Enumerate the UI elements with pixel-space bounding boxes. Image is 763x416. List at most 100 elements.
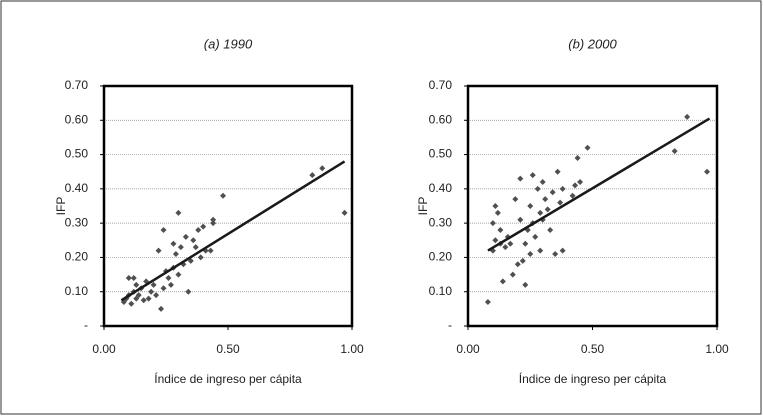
point	[557, 199, 564, 206]
point	[165, 275, 172, 281]
point	[210, 220, 217, 227]
point	[527, 203, 534, 209]
y-tick-label: 0.70	[429, 78, 453, 92]
y-tick-label: 0.40	[65, 181, 89, 195]
point	[207, 247, 214, 254]
x-axis-label: Índice de ingreso per cápita	[154, 371, 302, 386]
point	[150, 281, 157, 288]
x-tick-label: 1.00	[340, 342, 364, 356]
y-tick-label: 0.10	[429, 284, 453, 298]
y-tick-label: 0.50	[429, 147, 453, 161]
point	[542, 196, 549, 203]
point	[135, 292, 142, 299]
x-tick-label: 0.00	[92, 342, 116, 356]
point	[197, 254, 204, 261]
point	[492, 203, 499, 209]
point	[145, 295, 152, 302]
y-tick-label: -	[448, 318, 452, 332]
y-tick-label: 0.40	[429, 181, 453, 195]
point	[140, 297, 147, 304]
point	[559, 185, 566, 192]
point	[512, 196, 519, 203]
y-axis-label: IFP	[54, 197, 68, 216]
point	[552, 251, 559, 257]
point	[684, 113, 691, 120]
point	[170, 240, 177, 247]
point	[532, 233, 539, 240]
point	[704, 168, 711, 175]
x-tick-label: 0.00	[456, 342, 480, 356]
point	[544, 206, 551, 213]
point	[534, 185, 541, 192]
point	[155, 247, 162, 254]
point	[148, 288, 155, 295]
point	[319, 165, 326, 172]
point	[160, 285, 167, 292]
y-tick-label: 0.60	[429, 112, 453, 126]
point	[309, 172, 316, 179]
y-tick-label: -	[84, 318, 88, 332]
point	[494, 209, 501, 216]
point	[210, 216, 217, 223]
point	[153, 292, 160, 299]
point	[509, 271, 516, 278]
point	[547, 227, 554, 233]
point	[537, 209, 544, 216]
point	[559, 247, 566, 254]
x-tick-label: 0.50	[216, 342, 240, 356]
point	[514, 261, 521, 268]
point	[341, 209, 348, 216]
point	[574, 155, 581, 161]
y-tick-label: 0.20	[65, 250, 89, 264]
point	[185, 288, 192, 295]
point	[167, 281, 174, 288]
point	[128, 300, 135, 307]
point	[522, 281, 529, 288]
point	[192, 244, 199, 251]
y-tick-label: 0.20	[429, 250, 453, 264]
point	[492, 237, 499, 244]
point	[577, 179, 584, 185]
y-tick-label: 0.10	[65, 284, 89, 298]
point	[489, 220, 496, 227]
point	[572, 182, 579, 189]
point	[177, 244, 184, 251]
point	[671, 148, 678, 155]
point	[499, 278, 506, 285]
y-tick-label: 0.70	[65, 78, 89, 92]
x-axis-label: Índice de ingreso per cápita	[519, 371, 667, 386]
point	[484, 299, 491, 305]
point	[554, 168, 561, 175]
point	[130, 275, 137, 281]
point	[220, 192, 227, 199]
trend-line	[120, 160, 346, 302]
y-tick-label: 0.50	[65, 147, 89, 161]
point	[175, 209, 182, 216]
y-tick-label: 0.30	[429, 215, 453, 229]
point	[125, 275, 132, 281]
point	[584, 144, 591, 151]
point	[539, 179, 546, 185]
point	[200, 223, 207, 230]
point	[158, 305, 165, 312]
point	[517, 216, 524, 223]
trend-line	[487, 117, 711, 252]
x-tick-label: 1.00	[705, 342, 729, 356]
point	[522, 240, 529, 247]
point	[133, 281, 140, 288]
point	[497, 227, 504, 233]
point	[172, 251, 179, 257]
point	[519, 257, 526, 264]
chart-title: (a) 1990	[204, 36, 253, 51]
y-axis-label: IFP	[416, 197, 430, 216]
plot-border	[102, 84, 354, 328]
point	[537, 247, 544, 254]
point	[182, 233, 189, 240]
point	[502, 244, 509, 251]
point	[527, 251, 534, 257]
point	[517, 175, 524, 182]
x-tick-label: 0.50	[581, 342, 605, 356]
y-tick-label: 0.60	[65, 112, 89, 126]
